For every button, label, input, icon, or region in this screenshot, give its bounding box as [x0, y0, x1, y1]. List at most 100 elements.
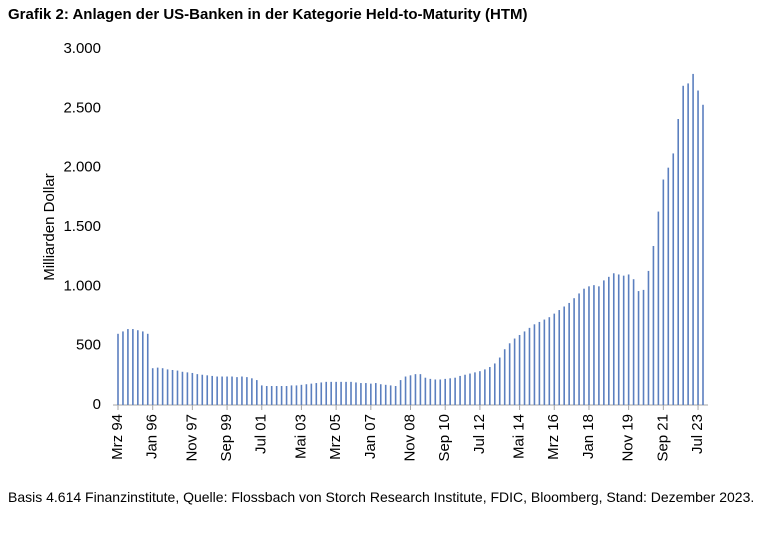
y-tick-label: 0 — [93, 396, 101, 413]
bar — [340, 381, 342, 405]
bar — [489, 367, 491, 405]
bar — [498, 357, 501, 405]
bar — [697, 90, 699, 406]
bar — [310, 383, 313, 405]
bar — [627, 274, 630, 405]
bar — [479, 371, 481, 405]
bar — [672, 153, 675, 405]
x-tick-label: Sep 99 — [218, 414, 235, 462]
bar — [399, 380, 402, 405]
bar — [617, 274, 620, 405]
bar — [464, 374, 466, 405]
x-tick-label: Nov 08 — [401, 414, 418, 462]
bar — [285, 386, 288, 405]
bar — [553, 313, 556, 405]
bar — [146, 333, 149, 405]
bar — [523, 331, 526, 405]
bar — [256, 380, 258, 405]
bar — [474, 372, 476, 405]
x-tick-label: Jan 96 — [144, 414, 161, 459]
bar — [370, 383, 372, 405]
bar — [558, 310, 561, 405]
bar — [667, 167, 670, 405]
x-tick-label: Jul 12 — [471, 414, 488, 454]
bar — [598, 286, 600, 405]
bar — [270, 386, 273, 405]
bar — [513, 338, 516, 405]
bar — [593, 285, 595, 405]
bar — [151, 368, 154, 405]
bar — [355, 382, 357, 405]
bar — [692, 73, 694, 406]
bar — [459, 375, 461, 405]
bar — [573, 298, 575, 405]
bar — [365, 383, 367, 405]
bar — [315, 383, 318, 405]
bar — [444, 378, 447, 405]
bar — [563, 306, 565, 405]
bar — [677, 119, 680, 405]
bar — [449, 378, 451, 405]
bar — [469, 373, 471, 405]
bar — [419, 374, 422, 405]
bar — [325, 381, 328, 405]
bar — [434, 379, 437, 405]
bar — [206, 375, 209, 405]
x-tick-label: Nov 97 — [183, 414, 200, 462]
x-tick-label: Jan 07 — [362, 414, 379, 459]
x-tick-label: Jul 01 — [253, 414, 270, 454]
bar — [265, 386, 268, 405]
bar — [176, 370, 179, 405]
bar — [484, 369, 486, 405]
bar — [300, 384, 303, 405]
bar — [251, 378, 253, 405]
bar — [583, 288, 585, 405]
bar — [533, 324, 536, 405]
bar — [548, 317, 551, 405]
bar — [528, 327, 531, 405]
y-tick-label: 2.000 — [63, 159, 101, 176]
y-tick-label: 3.000 — [63, 40, 101, 57]
bar — [647, 270, 650, 405]
bar — [246, 377, 248, 405]
x-tick-label: Jul 23 — [689, 414, 706, 454]
bar — [394, 386, 397, 405]
bar — [141, 331, 144, 405]
bar — [682, 85, 684, 405]
bar — [404, 376, 407, 405]
bar — [518, 334, 521, 405]
bar — [122, 331, 124, 405]
bar — [275, 386, 278, 405]
bar — [632, 279, 635, 405]
bar — [379, 384, 382, 405]
x-tick-label: Nov 19 — [620, 414, 637, 462]
bar — [493, 363, 496, 405]
bar — [260, 385, 263, 405]
bar — [181, 371, 184, 405]
x-tick-label: Mrz 05 — [327, 414, 344, 460]
bar — [127, 329, 129, 405]
bar — [702, 104, 704, 406]
bar — [211, 375, 213, 405]
bar — [201, 374, 204, 405]
bar — [568, 302, 570, 405]
bar — [642, 289, 645, 405]
bar — [608, 276, 610, 405]
bar — [156, 367, 159, 405]
bar — [117, 333, 119, 405]
bar — [657, 211, 660, 405]
bar — [335, 381, 337, 405]
bar — [662, 179, 665, 405]
bar — [166, 369, 169, 405]
bar — [161, 368, 164, 405]
bar — [374, 383, 377, 405]
bar — [612, 273, 615, 405]
bar — [320, 382, 323, 405]
x-tick-label: Mai 14 — [511, 414, 528, 459]
bar — [409, 375, 412, 405]
bar — [429, 378, 432, 405]
bar — [508, 343, 511, 405]
bar — [241, 376, 243, 405]
